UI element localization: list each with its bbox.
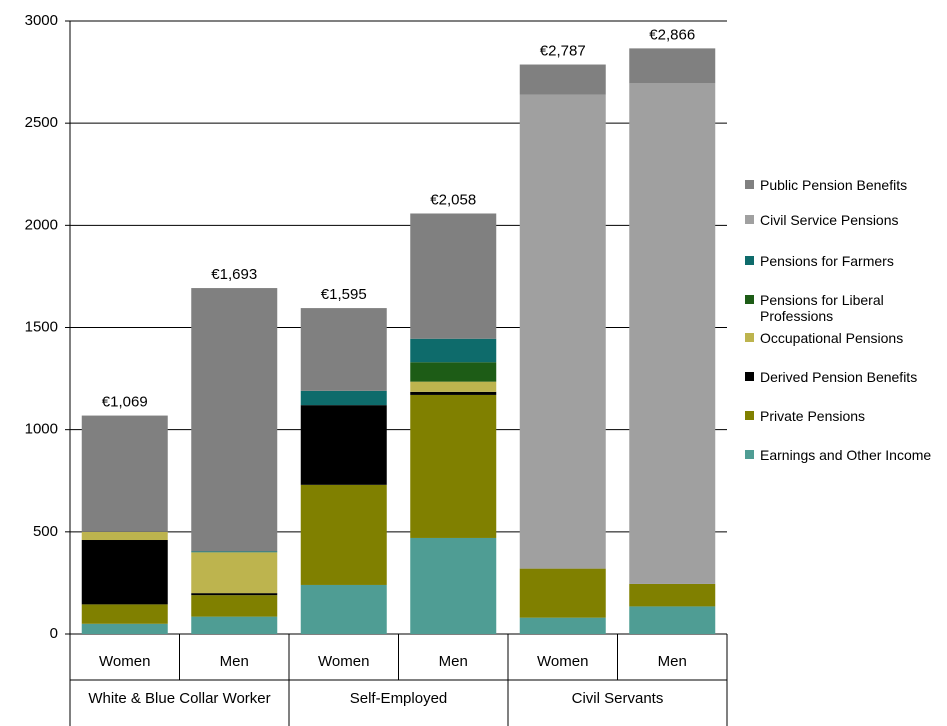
y-tick-label: 0: [50, 625, 58, 642]
legend-label: Occupational Pensions: [760, 330, 904, 346]
bar-segment: [300, 390, 387, 406]
bar-segment: [629, 606, 716, 634]
bar-segment: [191, 595, 278, 617]
x-tick-label: Men: [220, 653, 249, 670]
bar-segment: [410, 338, 497, 363]
total-label: €1,595: [321, 286, 367, 303]
total-label: €2,787: [540, 42, 586, 59]
bar-segment: [81, 604, 168, 624]
total-label: €1,693: [211, 266, 257, 283]
legend-swatch: [745, 411, 754, 420]
bar-segment: [191, 551, 278, 553]
legend-swatch: [745, 450, 754, 459]
x-tick-label: Women: [537, 653, 588, 670]
bar-segment: [410, 394, 497, 538]
bar-segment: [300, 484, 387, 585]
bar-segment: [519, 617, 606, 634]
bar-segment: [629, 583, 716, 607]
bar-segment: [629, 48, 716, 84]
legend-label: Public Pension Benefits: [760, 177, 908, 193]
group-label: Civil Servants: [571, 690, 664, 707]
bar-segment: [410, 391, 497, 395]
legend-swatch: [745, 256, 754, 265]
group-label: White & Blue Collar Worker: [88, 690, 271, 707]
x-tick-label: Women: [318, 653, 369, 670]
bar-segment: [191, 593, 278, 596]
legend-swatch: [745, 333, 754, 342]
legend-swatch: [745, 295, 754, 304]
y-tick-label: 2500: [25, 114, 58, 131]
legend-swatch: [745, 372, 754, 381]
bar-segment: [300, 405, 387, 485]
bar-segment: [81, 531, 168, 541]
legend-label: Pensions for Liberal Professions: [760, 292, 884, 324]
total-label: €1,069: [102, 394, 148, 411]
y-tick-label: 2000: [25, 216, 58, 233]
bar-segment: [629, 83, 716, 584]
y-tick-label: 1500: [25, 318, 58, 335]
bar-segment: [410, 537, 497, 634]
legend-label: Earnings and Other Income: [760, 447, 932, 463]
bar-segment: [300, 308, 387, 391]
bar-segment: [191, 616, 278, 634]
bar-segment: [191, 552, 278, 594]
bar-segment: [519, 64, 606, 95]
y-tick-label: 1000: [25, 421, 58, 438]
legend-label: Pensions for Farmers: [760, 253, 894, 269]
group-label: Self-Employed: [349, 690, 448, 707]
y-tick-label: 3000: [25, 12, 58, 29]
total-label: €2,866: [649, 26, 695, 43]
total-label: €2,058: [430, 191, 476, 208]
x-tick-label: Women: [99, 653, 150, 670]
bar-segment: [191, 288, 278, 552]
bar-segment: [519, 94, 606, 569]
bar-segment: [81, 623, 168, 634]
legend-label: Derived Pension Benefits: [760, 369, 918, 385]
legend-label: Private Pensions: [760, 408, 866, 424]
bar-segment: [410, 213, 497, 339]
bar-segment: [81, 540, 168, 605]
bar-segment: [81, 415, 168, 532]
x-tick-label: Men: [439, 653, 468, 670]
bar-segment: [300, 584, 387, 634]
legend-label: Civil Service Pensions: [760, 212, 899, 228]
bar-segment: [410, 381, 497, 392]
bar-segment: [410, 362, 497, 382]
bar-segment: [519, 568, 606, 618]
y-tick-label: 500: [33, 523, 58, 540]
x-tick-label: Men: [658, 653, 687, 670]
legend-swatch: [745, 215, 754, 224]
legend-swatch: [745, 180, 754, 189]
